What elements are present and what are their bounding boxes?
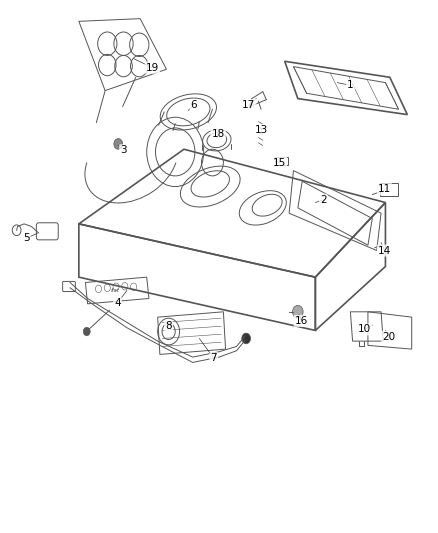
Text: 14: 14 bbox=[378, 246, 391, 255]
Text: 6: 6 bbox=[191, 100, 198, 110]
Circle shape bbox=[83, 327, 90, 336]
Text: 1: 1 bbox=[347, 80, 354, 90]
Text: 2: 2 bbox=[320, 195, 327, 205]
Text: 10: 10 bbox=[358, 325, 371, 334]
Circle shape bbox=[293, 305, 303, 318]
Text: 19: 19 bbox=[146, 63, 159, 72]
Text: 17: 17 bbox=[242, 100, 255, 110]
Text: 18: 18 bbox=[212, 130, 225, 139]
Text: 15: 15 bbox=[273, 158, 286, 167]
Text: 7: 7 bbox=[210, 353, 217, 363]
Text: 20: 20 bbox=[382, 332, 396, 342]
Text: 8: 8 bbox=[165, 321, 172, 331]
Text: fiat: fiat bbox=[110, 288, 119, 293]
Text: 4: 4 bbox=[114, 298, 121, 308]
Text: 16: 16 bbox=[295, 316, 308, 326]
Text: 3: 3 bbox=[120, 146, 127, 155]
Circle shape bbox=[242, 333, 251, 344]
Text: 5: 5 bbox=[23, 233, 30, 243]
Text: 13: 13 bbox=[255, 125, 268, 135]
Circle shape bbox=[114, 139, 123, 149]
Text: 11: 11 bbox=[378, 184, 391, 194]
